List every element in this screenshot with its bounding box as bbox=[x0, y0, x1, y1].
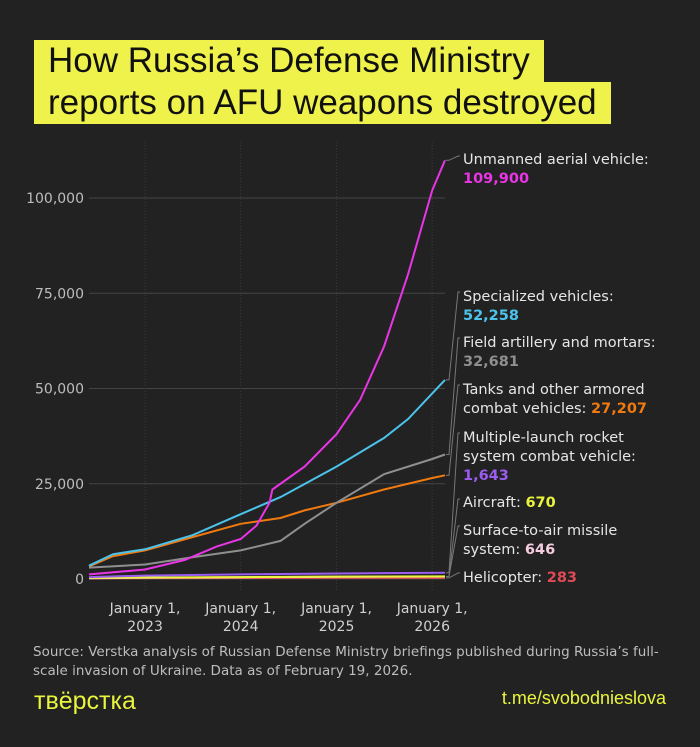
title-line-2: reports on AFU weapons destroyed bbox=[34, 82, 611, 124]
label-specialized: Specialized vehicles: 52,258 bbox=[463, 288, 698, 326]
label-connector bbox=[446, 337, 460, 455]
y-tick-label: 100,000 bbox=[26, 191, 84, 207]
label-mlrs: Multiple-launch rocket system combat veh… bbox=[463, 429, 668, 486]
label-connector bbox=[446, 498, 460, 577]
series-name: Specialized vehicles: bbox=[463, 289, 614, 305]
x-tick-label: 2026 bbox=[414, 619, 450, 635]
series-value: 109,900 bbox=[463, 171, 530, 187]
series-name: Surface-to-air missile system: bbox=[463, 523, 618, 558]
series-line bbox=[88, 571, 446, 579]
verstka-logo: твёрстка bbox=[34, 687, 136, 715]
x-tick-label: January 1, bbox=[396, 601, 468, 617]
series-value: 646 bbox=[524, 542, 556, 558]
series-line bbox=[88, 159, 446, 576]
series-line bbox=[88, 379, 446, 567]
label-sam: Surface-to-air missile system: 646 bbox=[463, 522, 653, 560]
y-tick-label: 0 bbox=[75, 572, 84, 588]
source-note: Source: Verstka analysis of Russian Defe… bbox=[33, 644, 659, 679]
label-connector bbox=[446, 525, 460, 578]
series-value: 32,681 bbox=[463, 354, 519, 370]
series-value: 670 bbox=[525, 495, 556, 511]
label-connector bbox=[446, 572, 460, 579]
x-tick-label: January 1, bbox=[204, 601, 276, 617]
series-name: Tanks and other armored combat vehicles: bbox=[463, 382, 645, 417]
series-name: Helicopter: bbox=[463, 570, 543, 586]
series-name: Unmanned aerial vehicle: bbox=[463, 152, 649, 168]
series-name: Multiple-launch rocket system combat veh… bbox=[463, 430, 636, 465]
series-name: Aircraft: bbox=[463, 495, 521, 511]
series-value: 27,207 bbox=[591, 401, 648, 417]
x-tick-label: 2025 bbox=[319, 619, 355, 635]
label-helicopter: Helicopter: 283 bbox=[463, 569, 698, 588]
x-tick-label: 2023 bbox=[127, 619, 163, 635]
series-line bbox=[88, 575, 446, 579]
y-tick-label: 75,000 bbox=[35, 286, 84, 302]
series-name: Field artillery and mortars: bbox=[463, 335, 656, 351]
label-aircraft: Aircraft: 670 bbox=[463, 494, 698, 513]
series-line bbox=[88, 474, 446, 568]
telegram-link[interactable]: t.me/svobodnieslova bbox=[501, 688, 666, 708]
label-connector bbox=[446, 384, 460, 476]
x-tick-label: 2024 bbox=[223, 619, 259, 635]
y-tick-label: 50,000 bbox=[35, 382, 84, 398]
series-value: 52,258 bbox=[463, 308, 519, 324]
series-line bbox=[88, 453, 446, 569]
series-value: 1,643 bbox=[463, 468, 509, 484]
series-value: 283 bbox=[546, 570, 578, 586]
label-artillery: Field artillery and mortars: 32,681 bbox=[463, 334, 698, 372]
label-connector bbox=[446, 432, 460, 574]
y-tick-label: 25,000 bbox=[35, 477, 84, 493]
label-connector bbox=[446, 291, 460, 381]
x-tick-label: January 1, bbox=[109, 601, 181, 617]
x-tick-label: January 1, bbox=[300, 601, 372, 617]
label-uav: Unmanned aerial vehicle: 109,900 bbox=[463, 151, 698, 189]
label-connector bbox=[446, 155, 460, 161]
title-line-1: How Russia’s Defense Ministry bbox=[34, 40, 544, 82]
label-tanks: Tanks and other armored combat vehicles:… bbox=[463, 381, 683, 419]
line-chart: 0 25,000 50,000 75,000 100,000 January 1, 2023… bbox=[26, 142, 468, 635]
